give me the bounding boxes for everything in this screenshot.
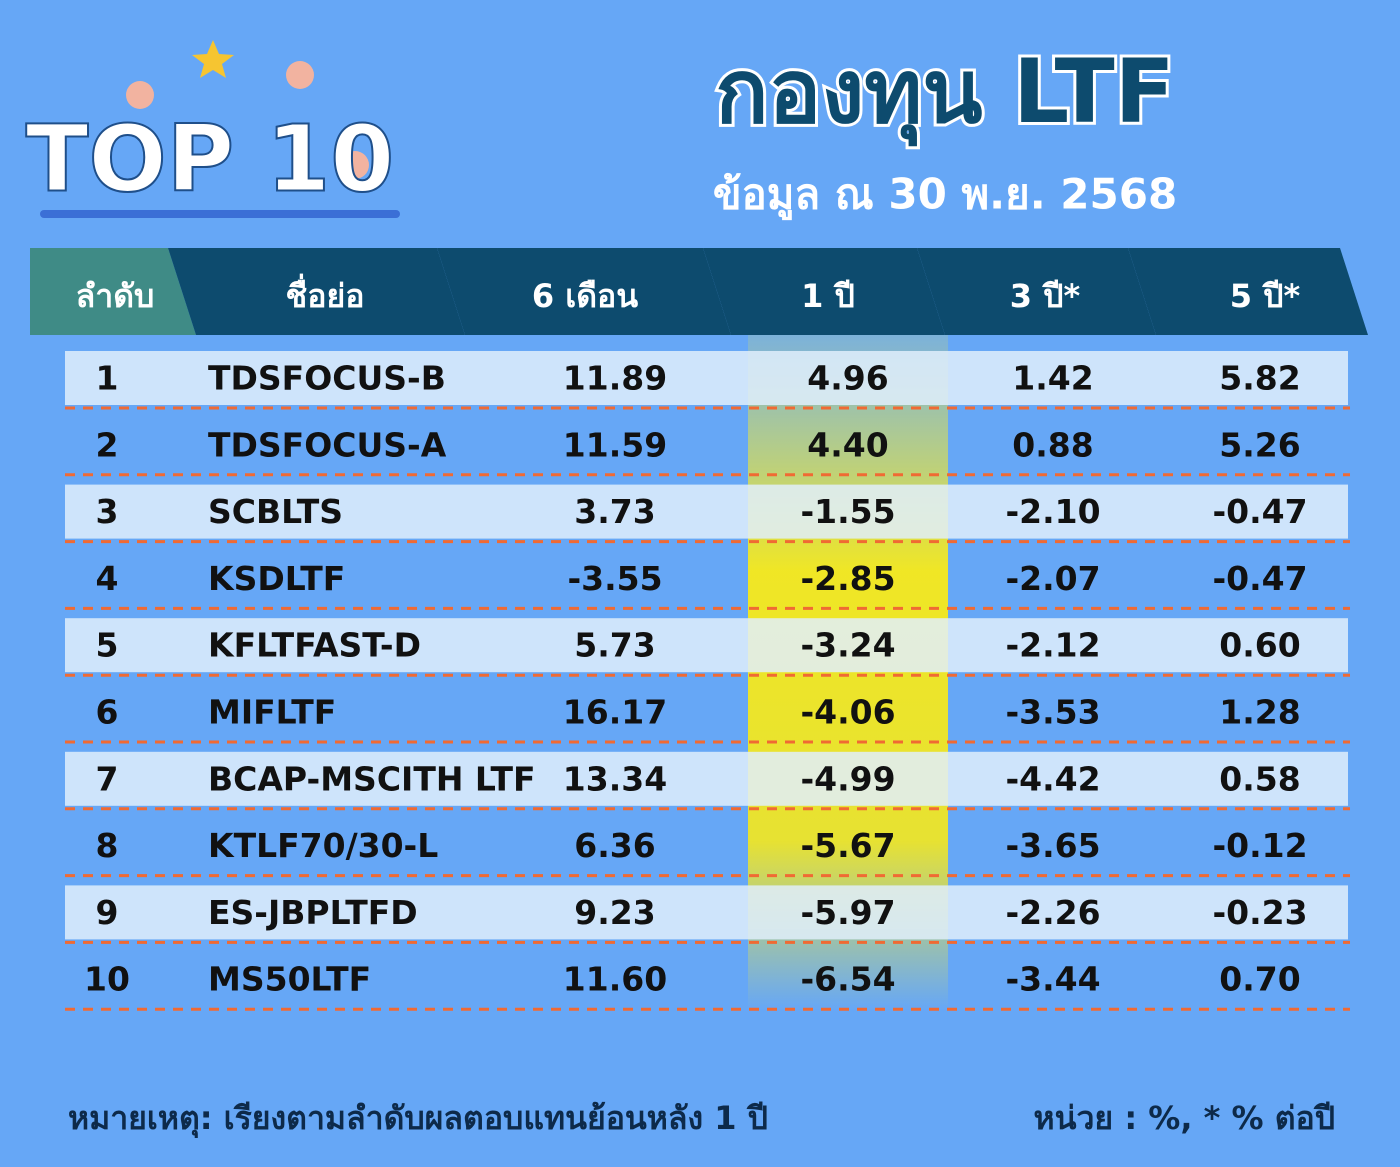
cell-value: 9.23 (574, 893, 655, 932)
cell-value: -5.97 (800, 893, 895, 932)
header-label: 1 ปี (801, 277, 855, 315)
cell-value: 8 (96, 826, 119, 865)
header-label: ชื่อย่อ (286, 273, 365, 315)
header-cell (168, 248, 465, 335)
cell-value: 11.59 (563, 425, 667, 464)
cell-value: 4 (96, 559, 119, 598)
header-label: 5 ปี* (1230, 277, 1301, 315)
subtitle: ข้อมูล ณ 30 พ.ย. 2568 (713, 170, 1177, 221)
footer-unit: หน่วย : %, * % ต่อปี (1033, 1099, 1335, 1137)
footer-note: หมายเหตุ: เรียงตามลำดับผลตอบแทนย้อนหลัง … (68, 1099, 768, 1139)
cell-value: -0.47 (1212, 492, 1307, 531)
title: กองทุน LTF (715, 40, 1175, 147)
cell-value: 7 (96, 759, 119, 798)
cell-value: 0.88 (1012, 425, 1093, 464)
cell-value: 0.70 (1219, 960, 1300, 999)
fund-name: KTLF70/30-L (208, 826, 438, 865)
row-band (65, 885, 1348, 940)
header-cell (703, 248, 945, 335)
header-cell (437, 248, 731, 335)
fund-name: KSDLTF (208, 559, 345, 598)
cell-value: -2.26 (1005, 893, 1100, 932)
header-label: 3 ปี* (1010, 277, 1081, 315)
cell-value: 5.26 (1219, 425, 1300, 464)
cell-value: -2.85 (800, 559, 895, 598)
cell-value: 4.96 (807, 359, 888, 398)
cell-value: 0.58 (1219, 759, 1300, 798)
cell-value: -4.42 (1005, 759, 1100, 798)
table: ลำดับ ชื่อย่อ 6 เดือน 1 ปี 3 ปี* 5 ปี* 1 TDSFOC… (30, 248, 1368, 1011)
fund-name: SCBLTS (208, 492, 343, 531)
cell-value: 11.89 (563, 359, 667, 398)
fund-name: KFLTFAST-D (208, 626, 421, 665)
cell-value: 16.17 (563, 693, 667, 732)
cell-value: 5.82 (1219, 359, 1300, 398)
cell-value: -0.23 (1212, 893, 1307, 932)
row-band (65, 351, 1348, 405)
fund-name: MIFLTF (208, 693, 336, 732)
cell-value: -3.65 (1005, 826, 1100, 865)
cell-value: 9 (96, 893, 119, 932)
cell-value: -0.12 (1212, 826, 1307, 865)
header-cell (917, 248, 1156, 335)
cell-value: -3.24 (800, 626, 895, 665)
cell-value: 1 (96, 359, 119, 398)
cell-value: -2.12 (1005, 626, 1100, 665)
fund-name: TDSFOCUS-A (208, 425, 447, 464)
cell-value: -5.67 (800, 826, 895, 865)
cell-value: 1.28 (1219, 693, 1300, 732)
header-label: 6 เดือน (532, 277, 638, 315)
row-band (65, 484, 1348, 539)
cell-value: -4.99 (800, 759, 895, 798)
header-cell (30, 248, 196, 335)
cell-value: -3.44 (1005, 960, 1100, 999)
cell-value: -0.47 (1212, 559, 1307, 598)
cell-value: 10 (84, 960, 130, 999)
badge: TOP 10 (26, 105, 394, 212)
row-band (65, 618, 1348, 673)
cell-value: 11.60 (563, 960, 667, 999)
cell-value: 4.40 (807, 425, 888, 464)
cell-value: 3.73 (574, 492, 655, 531)
cell-value: 5 (96, 626, 119, 665)
badge-art (40, 40, 400, 218)
cell-value: -3.53 (1005, 693, 1100, 732)
cell-value: 0.60 (1219, 626, 1300, 665)
cell-value: -2.10 (1005, 492, 1100, 531)
fund-name: BCAP-MSCITH LTF (208, 759, 536, 798)
cell-value: -6.54 (800, 960, 895, 999)
fund-name: TDSFOCUS-B (208, 359, 446, 398)
cell-value: 6.36 (574, 826, 655, 865)
cell-value: 5.73 (574, 626, 655, 665)
cell-value: 6 (96, 693, 119, 732)
row-band (65, 751, 1348, 806)
cell-value: 2 (96, 425, 119, 464)
fund-name: ES-JBPLTFD (208, 893, 418, 932)
header-cell (1128, 248, 1368, 335)
header-label: ลำดับ (76, 277, 155, 315)
cell-value: -2.07 (1005, 559, 1100, 598)
cell-value: 3 (96, 492, 119, 531)
cell-value: 1.42 (1012, 359, 1093, 398)
fund-name: MS50LTF (208, 960, 371, 999)
cell-value: -4.06 (800, 693, 895, 732)
cell-value: -1.55 (800, 492, 895, 531)
cell-value: 13.34 (563, 759, 667, 798)
cell-value: -3.55 (567, 559, 662, 598)
